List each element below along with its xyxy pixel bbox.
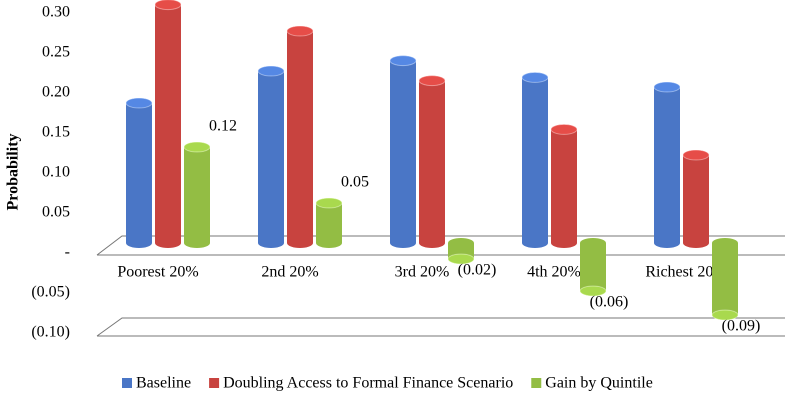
bar-cap: [418, 75, 446, 87]
y-tick-label: (0.10): [31, 324, 70, 341]
legend-swatch: [209, 378, 220, 388]
bar-cap: [447, 253, 475, 265]
bar: [390, 55, 416, 248]
x-tick-label: 3rd 20%: [395, 264, 450, 281]
legend-swatch: [122, 378, 132, 388]
bar-cap: [550, 123, 578, 135]
legend-label: Doubling Access to Formal Finance Scenar…: [223, 375, 513, 392]
bar-cap: [653, 81, 681, 93]
bar-cap: [711, 309, 739, 321]
y-tick-label: 0.05: [42, 204, 70, 221]
bar: [522, 72, 548, 249]
value-label: (0.06): [590, 294, 629, 311]
bar: [155, 0, 181, 248]
bar: [551, 124, 577, 248]
bar: [683, 150, 709, 248]
bar-cap: [315, 197, 343, 209]
bar: [580, 238, 606, 296]
bar-cap: [257, 65, 285, 77]
bar: [287, 26, 313, 248]
value-label: 0.12: [209, 118, 237, 135]
bar: [419, 75, 445, 248]
bar-cap: [286, 25, 314, 37]
floor: [96, 235, 785, 337]
x-tick-label: Poorest 20%: [117, 264, 198, 281]
legend-label: Baseline: [136, 375, 191, 392]
bar: [654, 82, 680, 248]
y-tick-label: (0.05): [31, 284, 70, 301]
x-tick-label: 2nd 20%: [261, 264, 318, 281]
y-axis-label: Probability: [5, 133, 22, 210]
bar: [126, 98, 152, 248]
bar: [712, 238, 738, 320]
y-tick-label: 0.10: [42, 164, 70, 181]
value-label: 0.05: [341, 174, 369, 191]
bar-cap: [154, 0, 182, 11]
bar-cap: [389, 55, 417, 67]
y-tick-label: -: [65, 244, 70, 261]
bar: [316, 198, 342, 248]
bar: [258, 66, 284, 248]
bottom-plane: [96, 317, 785, 337]
bar-cap: [682, 149, 710, 161]
bar-cap: [183, 141, 211, 153]
value-label: (0.02): [458, 262, 497, 279]
x-tick-label: Richest 20%: [645, 264, 726, 281]
y-tick-label: 0.30: [42, 4, 70, 21]
y-tick-label: 0.15: [42, 124, 70, 141]
x-tick-label: 4th 20%: [527, 264, 581, 281]
bar: [184, 142, 210, 248]
y-tick-label: 0.20: [42, 84, 70, 101]
bar-cap: [521, 71, 549, 83]
bar-cap: [579, 285, 607, 297]
legend-label: Gain by Quintile: [545, 375, 653, 392]
value-label: (0.09): [722, 318, 761, 335]
legend-swatch: [531, 378, 542, 388]
bar-cap: [125, 97, 153, 109]
y-tick-label: 0.25: [42, 44, 70, 61]
